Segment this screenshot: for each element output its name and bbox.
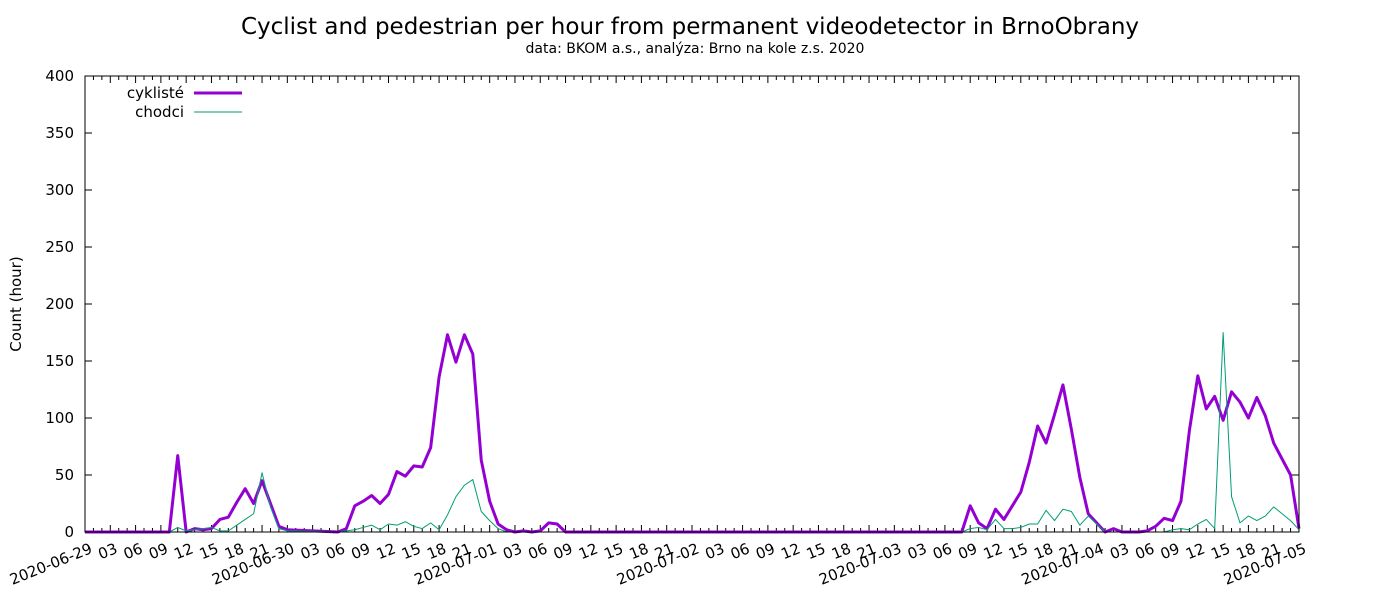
x-tick-label: 21 [1057, 539, 1081, 563]
y-tick-label: 300 [45, 181, 74, 199]
x-tick-label: 06 [1132, 539, 1156, 563]
series-lines [85, 332, 1301, 534]
plot-frame [84, 75, 1300, 533]
x-tick-label: 15 [601, 539, 625, 563]
y-tick-label: 100 [45, 409, 74, 427]
x-tick-label: 15 [197, 539, 221, 563]
y-tick-label: 0 [64, 523, 74, 541]
series-line-chodci [85, 332, 1300, 533]
x-tick-label: 03 [703, 539, 727, 563]
x-tick-label: 2020-06-29 [7, 539, 95, 588]
x-tick-label: 06 [323, 539, 347, 563]
x-tick-label: 12 [981, 539, 1005, 563]
y-tick-label: 50 [55, 466, 74, 484]
axis-ticks [84, 75, 1300, 533]
x-tick-label: 09 [551, 539, 575, 563]
series-line-cykliste [85, 333, 1301, 534]
x-tick-label: 18 [424, 539, 448, 563]
x-tick-label: 15 [804, 539, 828, 563]
x-tick-label: 21 [450, 539, 474, 563]
y-tick-label: 150 [45, 352, 74, 370]
y-tick-label: 350 [45, 124, 74, 142]
x-tick-label: 18 [1234, 539, 1258, 563]
x-tick-label: 18 [829, 539, 853, 563]
chart-title: Cyclist and pedestrian per hour from per… [241, 14, 1139, 40]
x-tick-label: 21 [652, 539, 676, 563]
x-tick-label: 21 [854, 539, 878, 563]
y-tick-label: 400 [45, 67, 74, 85]
legend-label: chodci [135, 103, 184, 121]
x-tick-label: 06 [121, 539, 145, 563]
x-tick-label: 03 [1107, 539, 1131, 563]
x-tick-label: 15 [1208, 539, 1232, 563]
x-tick-label: 18 [222, 539, 246, 563]
x-tick-label: 09 [955, 539, 979, 563]
y-tick-label: 200 [45, 295, 74, 313]
x-tick-label: 12 [171, 539, 195, 563]
x-tick-label: 18 [1031, 539, 1055, 563]
x-tick-label: 18 [627, 539, 651, 563]
legend-label: cyklisté [127, 84, 184, 102]
y-axis-label: Count (hour) [7, 256, 25, 351]
x-tick-label: 21 [247, 539, 271, 563]
x-tick-label: 06 [930, 539, 954, 563]
x-tick-label: 15 [1006, 539, 1030, 563]
x-tick-label: 12 [576, 539, 600, 563]
x-tick-label: 03 [905, 539, 929, 563]
x-tick-label: 09 [753, 539, 777, 563]
x-tick-label: 09 [1158, 539, 1182, 563]
x-tick-label: 09 [348, 539, 372, 563]
x-tick-label: 15 [399, 539, 423, 563]
x-tick-label: 03 [500, 539, 524, 563]
x-tick-label: 03 [96, 539, 120, 563]
x-tick-label: 03 [298, 539, 322, 563]
x-tick-label: 12 [778, 539, 802, 563]
x-tick-label: 06 [525, 539, 549, 563]
x-tick-label: 09 [146, 539, 170, 563]
y-tick-label: 250 [45, 238, 74, 256]
x-tick-label: 12 [1183, 539, 1207, 563]
x-tick-label: 12 [374, 539, 398, 563]
x-tick-label: 06 [728, 539, 752, 563]
chart-subtitle: data: BKOM a.s., analýza: Brno na kole z… [526, 41, 865, 57]
x-tick-label: 21 [1259, 539, 1283, 563]
